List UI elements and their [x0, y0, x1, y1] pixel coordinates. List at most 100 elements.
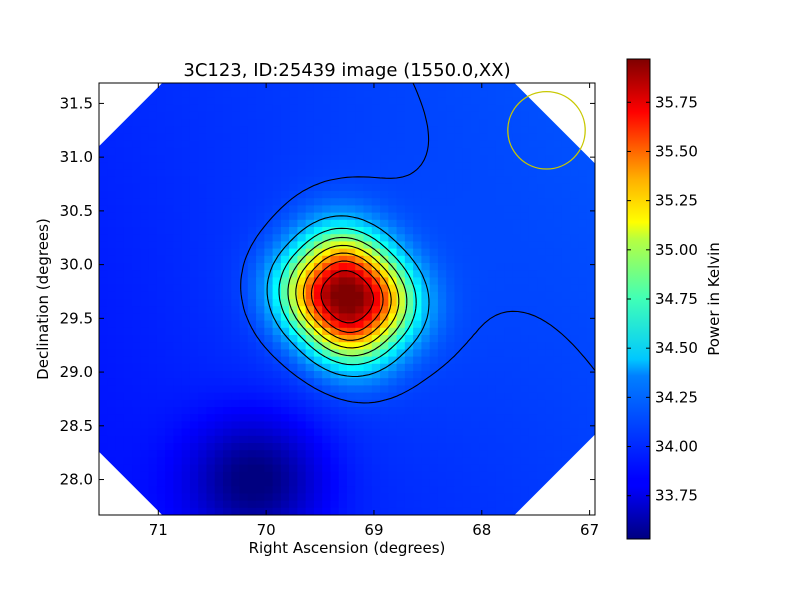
heatmap-cell — [181, 471, 191, 480]
heatmap-cell — [189, 335, 199, 343]
heatmap-cell — [437, 241, 447, 250]
heatmap-cell — [256, 378, 265, 386]
heatmap-cell — [322, 378, 332, 386]
heatmap-cell — [487, 291, 497, 300]
heatmap-cell — [347, 399, 356, 408]
heatmap-cell — [520, 371, 530, 379]
heatmap-cell — [520, 327, 530, 336]
heatmap-cell — [537, 356, 546, 365]
heatmap-cell — [148, 227, 158, 235]
heatmap-cell — [206, 169, 216, 178]
heatmap-cell — [272, 507, 282, 515]
heatmap-cell — [454, 284, 464, 293]
heatmap-cell — [305, 248, 315, 257]
heatmap-cell — [413, 306, 422, 314]
heatmap-cell — [537, 349, 546, 358]
heatmap-cell — [347, 255, 356, 264]
heatmap-cell — [578, 349, 588, 358]
heatmap-cell — [206, 147, 216, 156]
heatmap-cell — [396, 90, 406, 98]
heatmap-cell — [107, 219, 117, 228]
heatmap-cell — [140, 97, 150, 106]
heatmap-cell — [181, 119, 191, 127]
heatmap-cell — [396, 507, 406, 515]
heatmap-cell — [487, 443, 497, 451]
heatmap-cell — [528, 147, 538, 156]
heatmap-cell — [239, 133, 249, 142]
heatmap-cell — [355, 457, 365, 466]
heatmap-cell — [537, 212, 546, 221]
heatmap-cell — [107, 183, 117, 192]
heatmap-cell — [239, 176, 249, 185]
heatmap-cell — [495, 500, 505, 509]
heatmap-cell — [189, 407, 199, 415]
heatmap-cell — [214, 191, 224, 199]
heatmap-cell — [528, 126, 538, 134]
heatmap-cell — [471, 90, 480, 98]
heatmap-cell — [471, 205, 480, 214]
heatmap-cell — [363, 219, 373, 228]
heatmap-cell — [289, 327, 298, 336]
heatmap-cell — [338, 212, 348, 221]
heatmap-cell — [239, 407, 249, 415]
heatmap-cell — [297, 471, 307, 480]
heatmap-cell — [504, 241, 513, 250]
heatmap-cell — [132, 443, 141, 451]
heatmap-cell — [528, 443, 538, 451]
heatmap-cell — [429, 191, 439, 199]
heatmap-cell — [338, 277, 348, 286]
heatmap-cell — [396, 299, 406, 307]
heatmap-cell — [380, 443, 389, 451]
heatmap-cell — [223, 349, 232, 358]
heatmap-cell — [156, 119, 166, 127]
heatmap-cell — [528, 155, 538, 163]
heatmap-cell — [578, 407, 588, 415]
heatmap-cell — [189, 248, 199, 257]
heatmap-cell — [429, 356, 439, 365]
heatmap-cell — [123, 183, 133, 192]
heatmap-cell — [586, 407, 595, 415]
heatmap-cell — [165, 435, 174, 444]
heatmap-cell — [396, 493, 406, 502]
heatmap-cell — [223, 363, 232, 372]
heatmap-cell — [462, 407, 472, 415]
heatmap-cell — [256, 414, 265, 422]
heatmap-cell — [289, 284, 298, 293]
heatmap-cell — [380, 83, 389, 91]
heatmap-cell — [512, 407, 522, 415]
heatmap-cell — [561, 248, 571, 257]
heatmap-cell — [487, 126, 497, 134]
heatmap-cell — [231, 212, 241, 221]
heatmap-cell — [198, 284, 208, 293]
heatmap-cell — [123, 155, 133, 163]
heatmap-cell — [520, 212, 530, 221]
heatmap-cell — [437, 500, 447, 509]
heatmap-cell — [454, 414, 464, 422]
heatmap-cell — [181, 414, 191, 422]
heatmap-cell — [388, 255, 398, 264]
heatmap-cell — [520, 378, 530, 386]
heatmap-cell — [454, 320, 464, 329]
heatmap-cell — [247, 277, 257, 286]
heatmap-cell — [173, 342, 183, 350]
heatmap-cell — [437, 457, 447, 466]
heatmap-cell — [462, 147, 472, 156]
heatmap-cell — [479, 169, 489, 178]
heatmap-cell — [363, 486, 373, 494]
heatmap-cell — [99, 327, 108, 336]
heatmap-cell — [132, 335, 141, 343]
heatmap-cell — [504, 227, 513, 235]
heatmap-cell — [545, 327, 555, 336]
heatmap-cell — [586, 162, 595, 170]
heatmap-cell — [239, 284, 249, 293]
heatmap-cell — [132, 183, 141, 192]
heatmap-cell — [272, 450, 282, 458]
heatmap-cell — [495, 349, 505, 358]
heatmap-cell — [140, 327, 150, 336]
heatmap-cell — [280, 327, 290, 336]
heatmap-cell — [198, 479, 208, 487]
heatmap-cell — [165, 248, 174, 257]
heatmap-cell — [338, 205, 348, 214]
heatmap-cell — [280, 212, 290, 221]
heatmap-cell — [231, 493, 241, 502]
